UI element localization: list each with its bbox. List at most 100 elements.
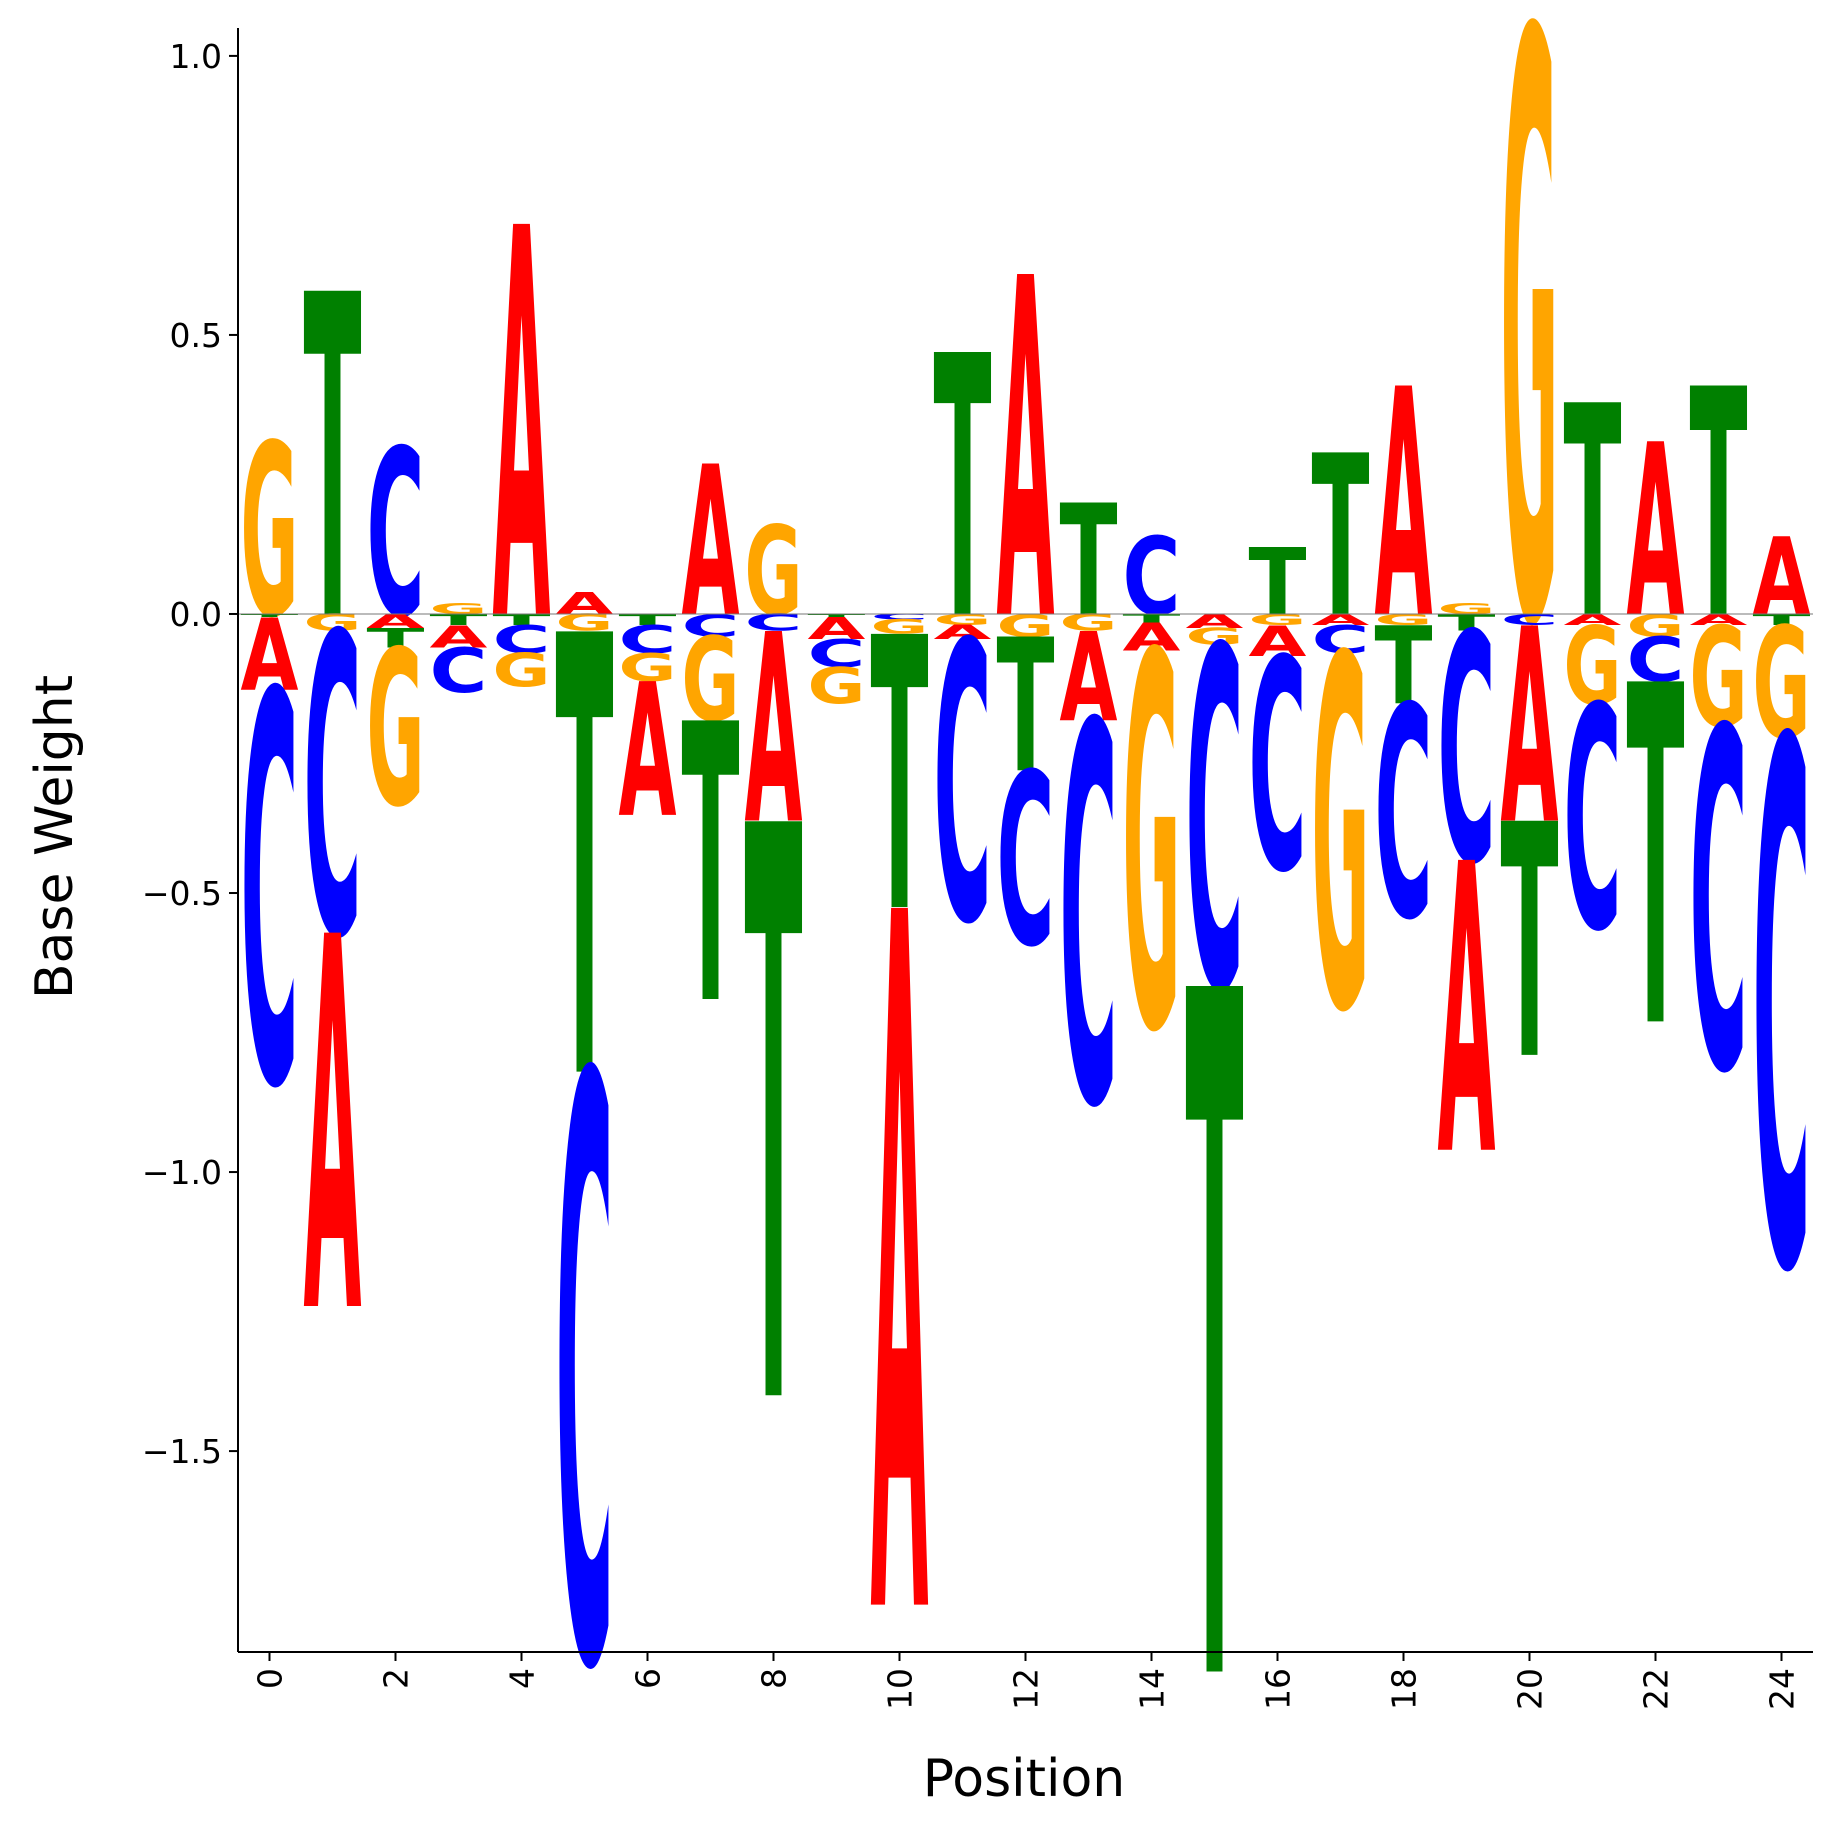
logo-letter-A: A: [304, 832, 362, 1428]
logo-letter-A: A: [241, 597, 299, 713]
logo-letter-A: A: [1690, 611, 1748, 629]
logo-letter-C: C: [808, 631, 866, 676]
logo-letter-A: A: [1312, 611, 1370, 629]
x-tick-label: 24: [1763, 1668, 1802, 1710]
logo-letter-C: C: [241, 585, 299, 1208]
logo-letter-T: T: [493, 611, 551, 629]
logo-letter-C: C: [1060, 617, 1118, 1222]
x-tick-label: 8: [755, 1668, 794, 1689]
logo-letter-A: A: [1186, 610, 1245, 632]
x-tick-label: 22: [1637, 1668, 1676, 1710]
logo-letter-G: G: [1438, 600, 1496, 618]
logo-letter-T: T: [997, 600, 1055, 814]
logo-letter-T: T: [745, 666, 803, 1583]
logo-letter-C: C: [871, 613, 929, 622]
logo-letter-A: A: [682, 423, 740, 664]
logo-letter-G: G: [1501, 0, 1559, 804]
logo-letter-A: A: [1564, 611, 1622, 629]
logo-letter-C: C: [1753, 595, 1811, 1431]
logo-letter-T: T: [367, 623, 425, 654]
logo-letter-A: A: [1375, 322, 1433, 688]
logo-letter-C: C: [1312, 617, 1370, 662]
x-axis-label: Position: [923, 1749, 1125, 1809]
logo-letter-G: G: [241, 396, 299, 671]
logo-letter-A: A: [367, 610, 426, 632]
logo-letter-G: G: [1564, 605, 1622, 729]
logo-letter-T: T: [934, 281, 992, 699]
logo-letter-C: C: [1438, 569, 1496, 934]
logo-letter-T: T: [619, 611, 677, 629]
logo-letter-G: G: [430, 600, 488, 618]
logo-letter-G: G: [808, 658, 866, 716]
logo-letter-A: A: [556, 586, 614, 621]
logo-letter-A: A: [619, 646, 677, 859]
logo-letter-G: G: [1186, 624, 1244, 651]
logo-letter-A: A: [493, 118, 551, 741]
logo-letter-T: T: [682, 646, 740, 1091]
logo-letter-G: G: [934, 611, 992, 629]
logo-letter-C: C: [1186, 553, 1244, 1095]
logo-letter-C: C: [367, 403, 425, 669]
logo-letter-C: C: [1690, 634, 1748, 1176]
logo-letter-C: C: [304, 550, 362, 1031]
y-tick-label: −0.5: [142, 874, 222, 913]
logo-letter-A: A: [1501, 574, 1559, 885]
y-tick-label: −1.5: [142, 1432, 222, 1471]
logo-letter-C: C: [1249, 599, 1307, 937]
logo-letter-C: C: [493, 617, 551, 662]
logo-letter-G: G: [1249, 611, 1307, 629]
logo-letter-G: G: [871, 616, 929, 638]
x-tick-label: 4: [503, 1668, 542, 1689]
logo-letter-T: T: [430, 611, 488, 629]
logo-letter-A: A: [1060, 607, 1118, 749]
logo-letter-T: T: [1312, 408, 1370, 667]
x-tick-label: 20: [1511, 1668, 1550, 1710]
logo-letter-A: A: [1249, 618, 1307, 666]
logo-letter-G: G: [682, 615, 740, 747]
logo-letter-C: C: [934, 565, 992, 1010]
logo-letter-T: T: [1564, 345, 1622, 683]
logo-letter-C: C: [1627, 624, 1685, 696]
logo-letter-G: G: [1753, 596, 1811, 774]
axes-layer: 1.00.50.0−0.5−1.0−1.50 2 4 6 8 10 12 14 16 18 20 22…: [142, 28, 1813, 1710]
logo-letter-A: A: [430, 620, 488, 655]
logo-letter-C: C: [556, 913, 614, 1834]
y-tick-label: 0.5: [170, 316, 222, 355]
x-tick-label: 16: [1259, 1668, 1298, 1710]
logo-letter-A: A: [871, 718, 929, 1830]
logo-letter-T: T: [1690, 325, 1748, 689]
logo-letter-G: G: [1690, 597, 1748, 758]
logo-letter-A: A: [1123, 616, 1181, 660]
logo-letter-A: A: [997, 181, 1055, 724]
logo-letter-T: T: [1123, 612, 1182, 625]
logo-letter-C: C: [430, 635, 488, 707]
x-tick-label: 10: [881, 1668, 920, 1710]
logo-letter-T: T: [1375, 604, 1433, 729]
logo-letter-T: T: [1501, 758, 1559, 1131]
y-tick-label: 0.0: [170, 595, 222, 634]
y-tick-label: 1.0: [170, 37, 222, 76]
logo-letter-T: T: [871, 561, 929, 997]
logo-letter-A: A: [1627, 396, 1685, 671]
logo-letter-C: C: [619, 617, 677, 662]
y-tick-label: −1.0: [142, 1153, 222, 1192]
logo-letter-T: T: [304, 204, 362, 719]
logo-letter-T: T: [808, 613, 866, 617]
logo-letter-T: T: [1753, 611, 1811, 629]
logo-letter-A: A: [808, 611, 866, 646]
logo-letter-A: A: [1753, 514, 1811, 639]
logo-letter-A: A: [1438, 781, 1496, 1244]
logo-letter-A: A: [934, 621, 993, 643]
logo-letter-G: G: [619, 646, 677, 690]
x-tick-label: 6: [629, 1668, 668, 1689]
logo-letter-C: C: [1564, 643, 1622, 999]
logo-letter-G: G: [1375, 611, 1433, 629]
logo-letter-C: C: [1123, 516, 1181, 640]
logo-letter-C: C: [1375, 646, 1433, 984]
logo-letter-T: T: [556, 511, 614, 1214]
logo-letter-G: G: [367, 605, 425, 855]
logo-letter-G: G: [1312, 560, 1370, 1120]
